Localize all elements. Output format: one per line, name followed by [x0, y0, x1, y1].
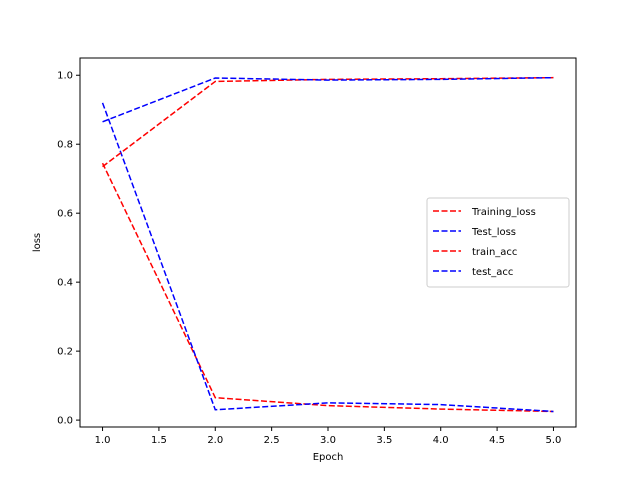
y-tick-label: 0.0 — [57, 416, 73, 427]
series-line-test-acc — [102, 76, 554, 123]
legend-label: Test_loss — [471, 227, 516, 238]
y-tick-label: 0.8 — [57, 140, 73, 151]
y-tick-label: 0.2 — [57, 347, 73, 358]
y-tick-label: 1.0 — [57, 71, 73, 82]
y-tick-label: 0.6 — [57, 209, 73, 220]
x-tick-label: 2.0 — [207, 435, 223, 446]
x-tick-label: 3.5 — [376, 435, 392, 446]
x-axis-label: Epoch — [313, 452, 344, 463]
series-line-test-loss — [101, 102, 554, 413]
legend-label: Training_loss — [471, 207, 536, 218]
x-tick-label: 5.0 — [546, 435, 562, 446]
y-axis-label: loss — [32, 233, 43, 252]
y-tick-label: 0.4 — [57, 278, 73, 289]
x-tick-label: 4.0 — [433, 435, 449, 446]
x-tick-label: 1.0 — [95, 435, 111, 446]
x-axis: 1.0 1.5 2.0 2.5 3.0 3.5 4.0 4.5 5.0 — [95, 427, 562, 446]
legend-label: train_acc — [472, 247, 517, 258]
series-line-training-loss — [101, 162, 554, 413]
series-layer — [101, 76, 554, 413]
legend-label: test_acc — [472, 267, 513, 278]
x-tick-label: 2.5 — [264, 435, 280, 446]
x-tick-label: 3.0 — [320, 435, 336, 446]
y-axis: 0.0 0.2 0.4 0.6 0.8 1.0 — [57, 71, 80, 427]
legend-box — [426, 197, 570, 288]
x-tick-label: 1.5 — [151, 435, 167, 446]
x-tick-label: 4.5 — [489, 435, 505, 446]
legend: Training_loss Test_loss train_acc test_acc — [426, 197, 570, 288]
